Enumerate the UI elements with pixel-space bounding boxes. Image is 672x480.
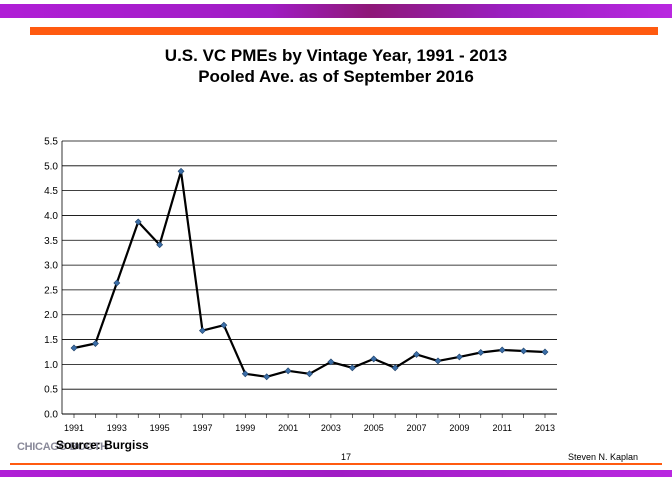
data-point-1996 [177, 167, 185, 175]
footer-accent-line [10, 463, 662, 465]
title-line-1: U.S. VC PMEs by Vintage Year, 1991 - 201… [164, 46, 508, 65]
data-point-2006 [391, 364, 399, 372]
data-point-2008 [434, 357, 442, 365]
data-point-2011 [498, 346, 506, 354]
data-point-2005 [370, 355, 378, 363]
data-point-2009 [455, 353, 463, 361]
data-point-1999 [241, 370, 249, 378]
y-tick-label: 3.5 [44, 236, 58, 247]
y-tick-label: 0.0 [44, 410, 58, 421]
header-accent-bar [30, 27, 658, 35]
data-point-1998 [220, 321, 228, 329]
chicago-booth-logo: CHICAGO BOOTH [17, 441, 108, 453]
data-point-2013 [541, 348, 549, 356]
data-point-2007 [413, 351, 420, 358]
x-tick-label: 2001 [278, 423, 298, 433]
data-point-2000 [263, 373, 271, 381]
series-line [73, 170, 546, 378]
data-point-2004 [348, 364, 356, 372]
data-point-2003 [327, 358, 335, 366]
y-tick-label: 3.0 [44, 261, 58, 272]
x-tick-label: 2011 [493, 423, 512, 433]
x-tick-label: 1999 [235, 423, 255, 433]
y-tick-label: 2.5 [44, 285, 58, 296]
data-point-1995 [156, 241, 164, 249]
data-point-1997 [199, 327, 206, 335]
page-number: 17 [341, 452, 352, 462]
data-point-2001 [284, 367, 292, 375]
data-point-1992 [91, 340, 99, 347]
axes [61, 141, 557, 418]
y-tick-label: 5.0 [44, 161, 58, 172]
data-point-2002 [306, 370, 313, 378]
x-tick-label: 1997 [192, 423, 212, 433]
y-tick-label: 1.5 [44, 335, 58, 346]
x-tick-label: 1993 [107, 423, 127, 433]
chart-title: U.S. VC PMEs by Vintage Year, 1991 - 201… [0, 45, 672, 87]
x-axis-tick-labels: 1991 1993 1995 1997 1999 2001 2003 2005 2007 2009… [64, 423, 555, 433]
y-tick-label: 1.0 [44, 360, 58, 371]
y-tick-label: 5.5 [44, 137, 58, 148]
data-point-2012 [520, 347, 528, 355]
author-name: Steven N. Kaplan [568, 452, 639, 462]
x-tick-label: 2007 [407, 423, 427, 433]
source-note: Source: Burgiss [56, 438, 149, 452]
y-tick-label: 4.0 [44, 211, 58, 222]
title-line-2: Pooled Ave. as of September 2016 [198, 67, 474, 86]
data-point-2010 [477, 349, 485, 356]
x-tick-label: 2009 [449, 423, 469, 433]
bottom-banner-bar [0, 470, 672, 477]
x-tick-label: 1991 [64, 423, 84, 433]
y-axis-tick-labels: 0.0 0.5 1.0 1.5 2.0 2.5 3.0 3.5 4.0 4.5 5.0 5.5 [44, 137, 58, 421]
x-tick-label: 1995 [150, 423, 170, 433]
x-tick-label: 2003 [321, 423, 341, 433]
y-tick-label: 2.0 [44, 310, 58, 321]
x-tick-label: 2013 [535, 423, 555, 433]
series-pme [70, 167, 549, 381]
data-point-1993 [113, 279, 121, 287]
data-point-1991 [70, 344, 78, 352]
y-tick-label: 0.5 [44, 385, 58, 396]
top-banner-bar [0, 4, 672, 18]
x-tick-label: 2005 [364, 423, 384, 433]
y-tick-label: 4.5 [44, 186, 58, 197]
data-point-1994 [134, 218, 142, 226]
